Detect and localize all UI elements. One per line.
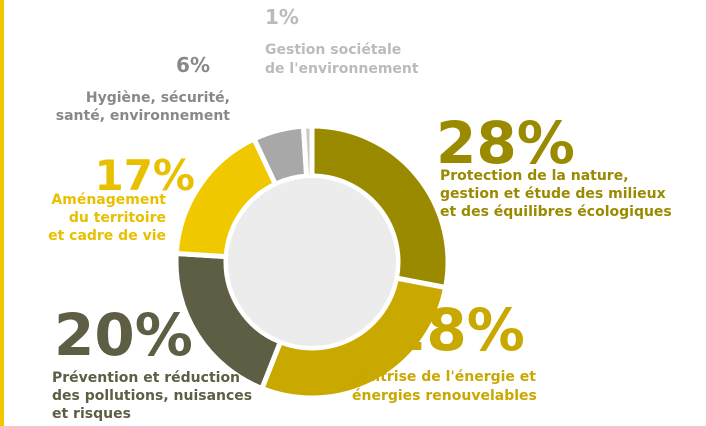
category-label: Hygiène, sécurité, santé, environnement [56,90,231,124]
category-label: Gestion sociétale de l'environnement [265,42,419,77]
donut-segment [300,123,315,179]
value-label: 20% [54,301,193,369]
category-label: Protection de la nature, gestion et étude… [440,168,672,220]
value-label: 17% [94,151,195,200]
accent-bar [0,0,4,426]
value-label: 28% [386,296,525,364]
category-label: Prévention et réduction des pollutions, n… [52,370,252,422]
value-label: 1% [265,5,299,29]
value-label: 28% [436,109,575,177]
donut-hole [228,178,396,346]
donut-segment [309,123,451,291]
donut-segment [258,275,449,401]
category-label: Aménagement du territoire et cadre de vie [48,192,166,244]
category-label: Maîtrise de l'énergie et énergies renouve… [352,369,537,404]
value-label: 6% [176,53,210,77]
